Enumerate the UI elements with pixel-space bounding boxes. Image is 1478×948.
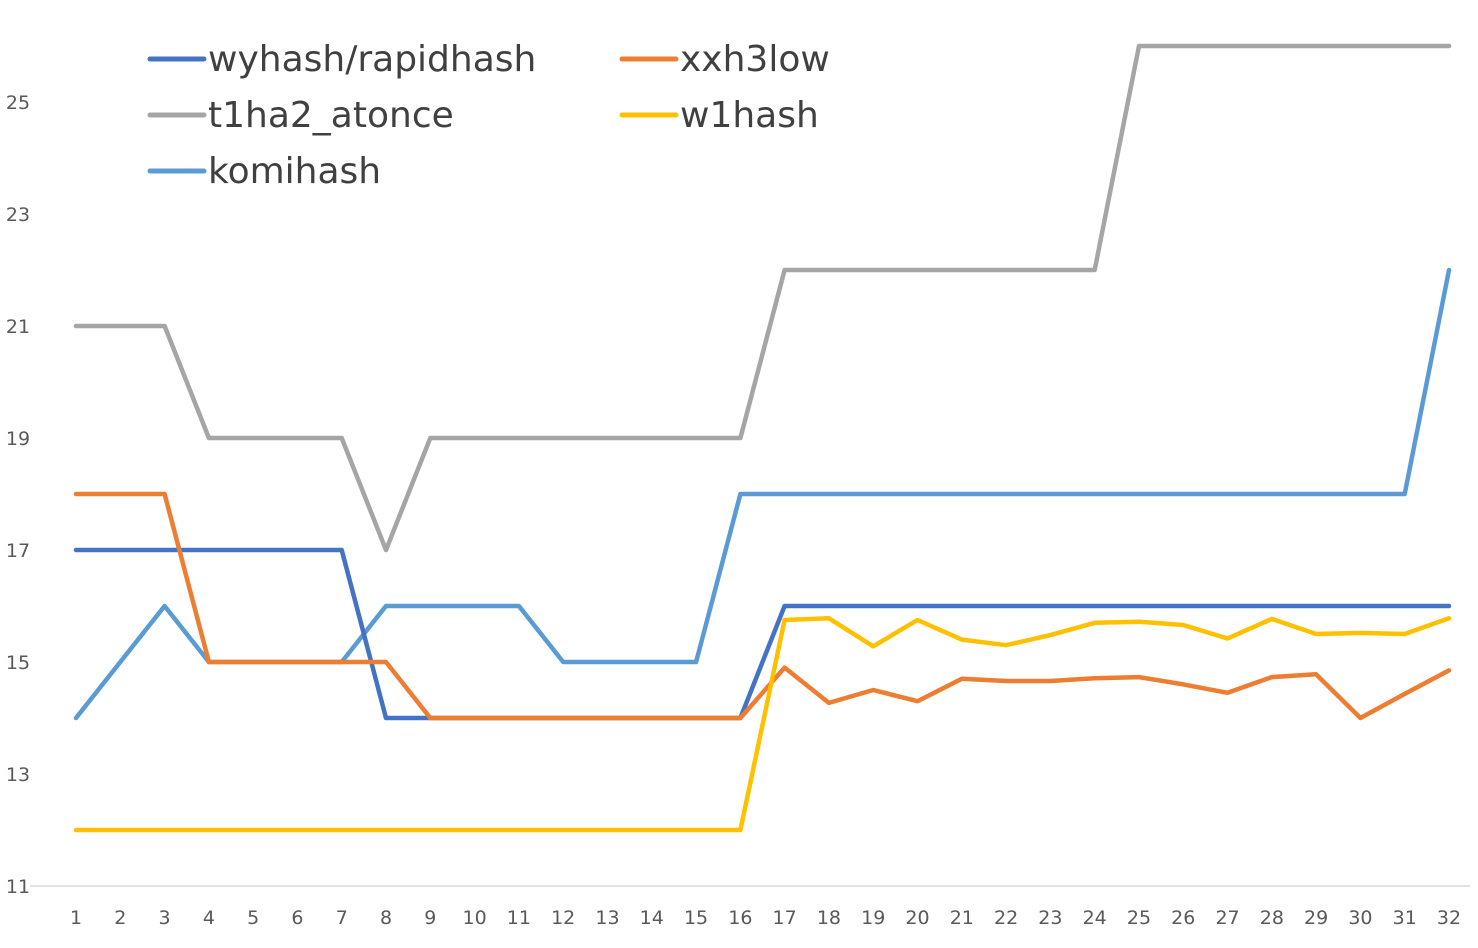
x-tick-label: 28 (1260, 907, 1284, 929)
x-tick-label: 22 (994, 907, 1018, 929)
x-axis-tick-labels: 1 2 3 4 5 6 7 8 9 10 11 12 13 14 15 16 17 18 19 20 21 22 23 24 2… (70, 907, 1461, 929)
x-tick-label: 14 (640, 907, 664, 929)
y-tick-label: 21 (6, 316, 30, 338)
x-tick-label: 26 (1171, 907, 1195, 929)
series-lines (73, 43, 1452, 833)
x-tick-label: 10 (463, 907, 487, 929)
series-line-t1ha2-atonce (73, 43, 1452, 553)
x-tick-label: 27 (1215, 907, 1239, 929)
legend-label: xxh3low (680, 39, 830, 80)
legend-entry-t1ha2-atonce: t1ha2_atonce (147, 95, 454, 136)
x-tick-label: 15 (684, 907, 708, 929)
y-tick-label: 23 (6, 204, 30, 226)
x-tick-label: 29 (1304, 907, 1328, 929)
y-tick-label: 11 (6, 876, 30, 898)
x-tick-label: 1 (70, 907, 82, 929)
y-axis-tick-labels: 11 13 15 17 19 21 23 25 (6, 92, 30, 898)
x-tick-label: 24 (1083, 907, 1107, 929)
x-tick-label: 31 (1393, 907, 1417, 929)
series-line-wyhash-rapidhash (73, 547, 1452, 721)
x-tick-label: 25 (1127, 907, 1151, 929)
y-tick-label: 15 (6, 652, 30, 674)
series-line-xxh3low (73, 491, 1452, 721)
x-tick-label: 17 (773, 907, 797, 929)
legend-entry-w1hash: w1hash (619, 95, 819, 136)
x-tick-label: 19 (861, 907, 885, 929)
x-tick-label: 20 (905, 907, 929, 929)
y-tick-label: 13 (6, 764, 30, 786)
series-line-komihash (73, 267, 1452, 721)
x-tick-label: 11 (507, 907, 531, 929)
legend: wyhash/rapidhash xxh3low t1ha2_atonce w1has… (147, 39, 830, 192)
x-tick-label: 6 (291, 907, 303, 929)
legend-label: t1ha2_atonce (208, 95, 454, 136)
legend-label: wyhash/rapidhash (208, 39, 536, 80)
y-tick-label: 17 (6, 540, 30, 562)
legend-entry-komihash: komihash (147, 151, 381, 192)
y-tick-label: 25 (6, 92, 30, 114)
x-tick-label: 12 (551, 907, 575, 929)
x-tick-label: 32 (1437, 907, 1461, 929)
y-tick-label: 19 (6, 428, 30, 450)
x-tick-label: 9 (424, 907, 436, 929)
x-tick-label: 4 (203, 907, 215, 929)
legend-entry-wyhash-rapidhash: wyhash/rapidhash (147, 39, 536, 80)
x-tick-label: 13 (595, 907, 619, 929)
x-tick-label: 16 (728, 907, 752, 929)
x-tick-label: 3 (159, 907, 171, 929)
x-tick-label: 7 (336, 907, 348, 929)
x-tick-label: 8 (380, 907, 392, 929)
x-tick-label: 2 (114, 907, 126, 929)
legend-entry-xxh3low: xxh3low (619, 39, 830, 80)
x-tick-label: 18 (817, 907, 841, 929)
x-tick-label: 21 (950, 907, 974, 929)
x-tick-label: 30 (1348, 907, 1372, 929)
series-line-w1hash (73, 616, 1452, 833)
legend-label: komihash (208, 151, 381, 192)
x-tick-label: 5 (247, 907, 259, 929)
x-tick-label: 23 (1038, 907, 1062, 929)
legend-label: w1hash (680, 95, 819, 136)
